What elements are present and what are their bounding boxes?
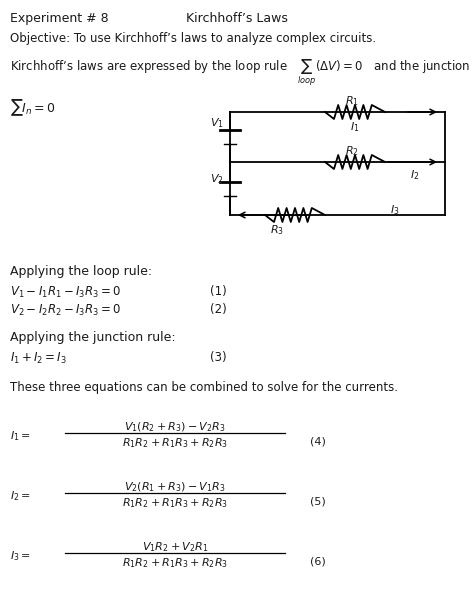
Text: $I_3 =$: $I_3 =$ — [10, 549, 31, 563]
Text: $\sum I_{n} = 0$: $\sum I_{n} = 0$ — [10, 97, 56, 117]
Text: $I_1 + I_2 = I_3$: $I_1 + I_2 = I_3$ — [10, 351, 67, 366]
Text: $I_3$: $I_3$ — [390, 203, 400, 217]
Text: (1): (1) — [210, 285, 227, 298]
Text: $R_1R_2 + R_1R_3 + R_2R_3$: $R_1R_2 + R_1R_3 + R_2R_3$ — [122, 436, 228, 450]
Text: $R_1R_2 + R_1R_3 + R_2R_3$: $R_1R_2 + R_1R_3 + R_2R_3$ — [122, 556, 228, 570]
Text: Experiment # 8: Experiment # 8 — [10, 12, 109, 25]
Text: Objective: To use Kirchhoff’s laws to analyze complex circuits.: Objective: To use Kirchhoff’s laws to an… — [10, 32, 376, 45]
Text: (6): (6) — [310, 556, 326, 566]
Text: $I_1 =$: $I_1 =$ — [10, 429, 31, 443]
Text: $R_3$: $R_3$ — [270, 223, 284, 237]
Text: These three equations can be combined to solve for the currents.: These three equations can be combined to… — [10, 381, 398, 394]
Text: (2): (2) — [210, 303, 227, 316]
Text: (4): (4) — [310, 436, 326, 446]
Text: (3): (3) — [210, 351, 227, 364]
Text: $V_1(R_2 + R_3) - V_2R_3$: $V_1(R_2 + R_3) - V_2R_3$ — [124, 420, 226, 434]
Text: (5): (5) — [310, 496, 326, 506]
Text: $V_1 - I_1R_1 - I_3R_3 = 0$: $V_1 - I_1R_1 - I_3R_3 = 0$ — [10, 285, 121, 300]
Text: $V_1$: $V_1$ — [210, 116, 224, 130]
Text: $I_1$: $I_1$ — [350, 120, 359, 134]
Text: $V_2$: $V_2$ — [210, 172, 224, 186]
Text: $V_2 - I_2R_2 - I_3R_3 = 0$: $V_2 - I_2R_2 - I_3R_3 = 0$ — [10, 303, 121, 318]
Text: Applying the loop rule:: Applying the loop rule: — [10, 265, 152, 278]
Text: $R_1R_2 + R_1R_3 + R_2R_3$: $R_1R_2 + R_1R_3 + R_2R_3$ — [122, 496, 228, 510]
Text: $V_1R_2 + V_2R_1$: $V_1R_2 + V_2R_1$ — [142, 540, 208, 554]
Text: Applying the junction rule:: Applying the junction rule: — [10, 331, 176, 344]
Text: Kirchhoff’s Laws: Kirchhoff’s Laws — [186, 12, 288, 25]
Text: $I_2 =$: $I_2 =$ — [10, 489, 31, 503]
Text: $R_2$: $R_2$ — [345, 144, 359, 158]
Text: Kirchhoff’s laws are expressed by the loop rule   $\sum_{loop}(\Delta V) = 0$   : Kirchhoff’s laws are expressed by the lo… — [10, 58, 474, 88]
Text: $R_1$: $R_1$ — [345, 94, 359, 108]
Text: $V_2(R_1 + R_3) - V_1R_3$: $V_2(R_1 + R_3) - V_1R_3$ — [124, 480, 226, 494]
Text: $I_2$: $I_2$ — [410, 168, 419, 182]
